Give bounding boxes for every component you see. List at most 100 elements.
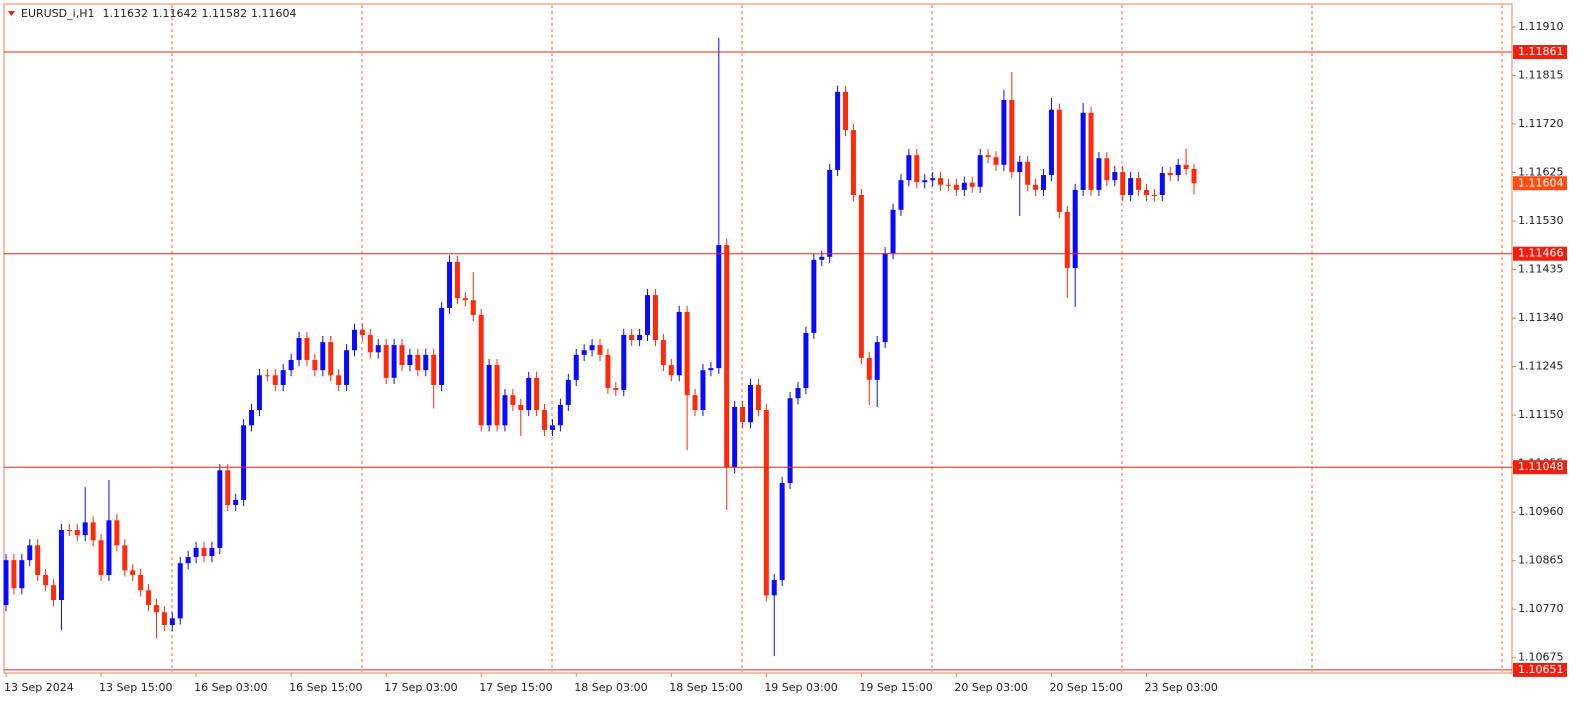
candle-body [3,560,9,606]
candle-body [930,178,936,181]
candle-body [1096,158,1102,190]
candle-body [581,350,587,355]
candle-body [850,130,856,195]
x-tick-label: 13 Sep 2024 [4,681,74,694]
x-tick-label: 18 Sep 03:00 [574,681,647,694]
x-tick-label: 20 Sep 15:00 [1049,681,1122,694]
candle-body [621,334,627,391]
candle-body [1080,112,1086,190]
candle-body [336,375,342,385]
candle-body [272,375,278,385]
y-tick-label: 1.10960 [1518,505,1564,518]
candle-body [890,209,896,254]
candle-body [344,350,350,385]
candle-body [1183,164,1189,169]
candle-body [763,409,769,596]
candle-body [415,354,421,371]
candle-body [668,365,674,376]
price-label: 1.11861 [1518,45,1564,58]
candle-body [1056,109,1062,212]
candle-body [351,329,357,351]
last-price-label: 1.11604 [1518,176,1564,189]
candle-body [1048,109,1054,176]
x-tick-label: 20 Sep 03:00 [954,681,1027,694]
candle-body [557,404,563,426]
candle-body [130,570,136,575]
candle-body [201,547,207,557]
candle-body [328,342,334,376]
candle-body [914,155,920,183]
high-value: 1.11642 [152,7,198,20]
candle-body [589,345,595,351]
x-tick-label: 23 Sep 03:00 [1144,681,1217,694]
candle-body [367,334,373,353]
candle-body [1009,100,1015,173]
y-tick-label: 1.11435 [1518,263,1564,276]
candle-body [542,409,548,430]
candle-body [391,345,397,378]
candle-body [613,388,619,391]
candle-body [1143,189,1149,195]
candle-body [637,334,643,341]
candle-body [1041,175,1047,190]
x-tick-label: 19 Sep 15:00 [859,681,932,694]
candle-body [304,337,310,360]
candle-body [716,245,722,369]
candle-body [605,354,611,389]
price-label-box [1513,246,1567,261]
candle-body [755,384,761,410]
candle-body [146,590,152,606]
candle-body [43,574,49,586]
candle-body [161,612,167,625]
candle-body [11,560,17,589]
candle-body [732,406,738,468]
price-label-box [1513,460,1567,475]
candle-body [811,259,817,333]
candle-body [945,184,951,186]
candle-body [1001,100,1007,165]
collapse-arrow[interactable] [8,11,15,16]
y-tick-label: 1.11720 [1518,117,1564,130]
low-value: 1.11582 [201,7,247,20]
candle-body [98,540,104,575]
candle-body [700,370,706,410]
candle-body [280,370,286,385]
candle-body [1191,168,1197,184]
candle-body [375,345,381,353]
candle-body [74,530,80,536]
candle-body [676,311,682,376]
candle-body [977,155,983,187]
candle-body [1025,161,1031,185]
candle-body [35,545,41,575]
candle-body [454,261,460,299]
candle-body [106,520,112,575]
candle-body [447,261,453,308]
candle-body [518,404,524,410]
candle-body [684,311,690,396]
candle-body [597,345,603,355]
candle-body [502,395,508,426]
candle-body [217,470,223,548]
y-tick-label: 1.11340 [1518,311,1564,324]
candle-body [407,354,413,366]
candle-body [740,406,746,423]
candle-body [1072,189,1078,269]
candle-body [399,345,405,366]
x-tick-label: 17 Sep 03:00 [384,681,457,694]
candle-body [423,354,429,371]
candle-body [169,618,175,625]
candle-body [510,395,516,405]
candle-body [470,300,476,316]
candle-body [193,547,199,558]
candle-body [249,409,255,426]
y-tick-label: 1.10865 [1518,554,1564,567]
candle-body [771,580,777,596]
y-tick-label: 1.10770 [1518,602,1564,615]
candle-body [225,470,231,505]
candle-body [1151,194,1157,196]
candle-body [724,245,730,468]
candle-body [652,295,658,341]
candle-body [898,180,904,210]
price-label-box [1513,45,1567,60]
